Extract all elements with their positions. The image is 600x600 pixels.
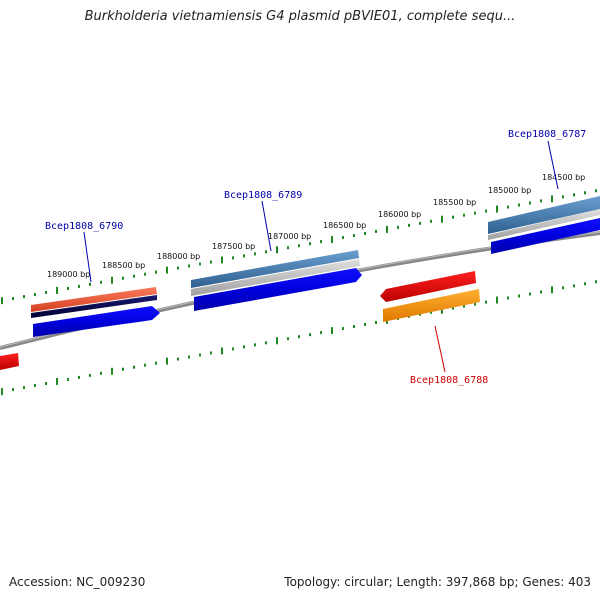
gene-label-6790[interactable]: Bcep1808_6790 xyxy=(45,221,123,283)
gene-label-text: Bcep1808_6788 xyxy=(410,375,488,386)
ruler-label: 187500 bp xyxy=(212,242,255,251)
upper-ruler-ticks xyxy=(1,189,597,305)
ruler-label: 186000 bp xyxy=(378,210,421,219)
gene-feature-6789[interactable] xyxy=(191,250,362,311)
ruler-label: 188000 bp xyxy=(157,252,200,261)
ruler-label: 185500 bp xyxy=(433,198,476,207)
gene-feature-6788[interactable] xyxy=(380,271,480,322)
gene-label-text: Bcep1808_6789 xyxy=(224,190,302,201)
ruler-label: 189000 bp xyxy=(47,270,90,279)
ruler-label: 185000 bp xyxy=(488,186,531,195)
gene-feature-6790[interactable] xyxy=(31,287,160,337)
ruler-label: 188500 bp xyxy=(102,261,145,270)
ruler-labels: 189000 bp 188500 bp 188000 bp 187500 bp … xyxy=(47,173,585,279)
gene-label-text: Bcep1808_6790 xyxy=(45,221,123,232)
map-title: Burkholderia vietnamiensis G4 plasmid pB… xyxy=(84,9,516,24)
ruler-label: 187000 bp xyxy=(268,232,311,241)
topology-summary: Topology: circular; Length: 397,868 bp; … xyxy=(284,575,591,589)
gene-label-text: Bcep1808_6787 xyxy=(508,129,586,140)
ruler-label: 186500 bp xyxy=(323,221,366,230)
gene-feature-edge[interactable] xyxy=(0,353,19,370)
gene-label-6788[interactable]: Bcep1808_6788 xyxy=(410,325,488,386)
ruler-label: 184500 bp xyxy=(542,173,585,182)
gene-feature-6787[interactable] xyxy=(488,196,600,254)
accession-text: Accession: NC_009230 xyxy=(9,575,146,589)
gene-label-6789[interactable]: Bcep1808_6789 xyxy=(224,190,302,252)
gene-label-6787[interactable]: Bcep1808_6787 xyxy=(508,129,586,190)
